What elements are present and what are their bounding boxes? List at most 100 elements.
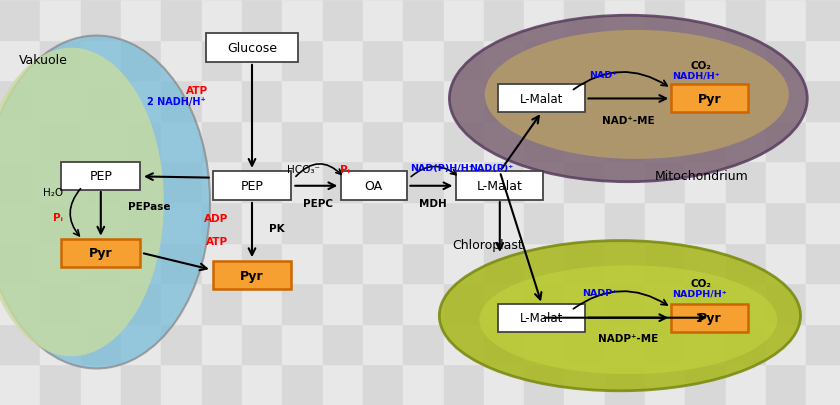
Text: ATP: ATP	[186, 86, 208, 96]
Bar	[161, 0, 202, 40]
Bar	[282, 284, 323, 324]
Text: Pyr: Pyr	[89, 247, 113, 260]
Bar	[282, 243, 323, 284]
Bar	[524, 162, 564, 202]
Bar	[685, 364, 726, 405]
Bar	[323, 0, 363, 40]
Bar	[202, 0, 242, 40]
Bar	[81, 324, 121, 364]
Bar	[564, 243, 605, 284]
Bar	[564, 324, 605, 364]
Bar	[685, 243, 726, 284]
Bar	[363, 0, 403, 40]
Bar	[403, 162, 444, 202]
Bar	[282, 81, 323, 122]
Bar	[685, 122, 726, 162]
Bar	[726, 162, 766, 202]
Bar	[806, 284, 840, 324]
Bar	[282, 324, 323, 364]
Text: H₂O: H₂O	[43, 188, 63, 197]
Bar	[81, 284, 121, 324]
Text: PEP: PEP	[240, 180, 264, 193]
Bar	[484, 81, 524, 122]
Bar	[806, 81, 840, 122]
Bar	[524, 324, 564, 364]
Bar	[323, 364, 363, 405]
Bar	[81, 243, 121, 284]
Bar	[323, 81, 363, 122]
Bar	[242, 40, 282, 81]
Text: Pyr: Pyr	[240, 269, 264, 282]
Bar	[202, 324, 242, 364]
Bar	[161, 40, 202, 81]
Bar	[726, 40, 766, 81]
Bar	[363, 122, 403, 162]
Bar	[564, 0, 605, 40]
Text: Pyr: Pyr	[698, 93, 722, 106]
Bar	[726, 284, 766, 324]
Bar	[363, 81, 403, 122]
Bar	[323, 162, 363, 202]
Bar	[363, 364, 403, 405]
Text: ADP: ADP	[204, 214, 228, 224]
Bar	[685, 40, 726, 81]
Bar	[0, 364, 40, 405]
Bar	[806, 0, 840, 40]
Ellipse shape	[480, 266, 777, 374]
Bar	[121, 81, 161, 122]
Bar	[0, 202, 40, 243]
Bar	[40, 122, 81, 162]
Bar	[121, 40, 161, 81]
Bar	[806, 40, 840, 81]
Bar	[806, 162, 840, 202]
Bar	[484, 202, 524, 243]
Text: HCO₃⁻: HCO₃⁻	[287, 164, 320, 174]
Bar	[242, 284, 282, 324]
Bar	[766, 364, 806, 405]
Bar	[524, 284, 564, 324]
Bar	[766, 284, 806, 324]
Bar	[403, 284, 444, 324]
Bar	[403, 364, 444, 405]
Text: NAD(P)H/H⁺: NAD(P)H/H⁺	[410, 164, 474, 173]
Bar	[645, 284, 685, 324]
FancyBboxPatch shape	[671, 304, 748, 332]
Bar	[403, 122, 444, 162]
Bar	[40, 0, 81, 40]
Bar	[645, 162, 685, 202]
Bar	[202, 40, 242, 81]
Text: Pᵢ: Pᵢ	[53, 213, 63, 223]
Bar	[726, 324, 766, 364]
Text: NADPH/H⁺: NADPH/H⁺	[672, 288, 727, 297]
Ellipse shape	[449, 16, 807, 182]
Bar	[726, 122, 766, 162]
Text: Mitochondrium: Mitochondrium	[654, 170, 748, 183]
Bar	[605, 202, 645, 243]
FancyBboxPatch shape	[671, 85, 748, 113]
Text: NADP⁺: NADP⁺	[582, 288, 617, 297]
Bar	[282, 40, 323, 81]
Bar	[40, 162, 81, 202]
Bar	[766, 162, 806, 202]
Bar	[363, 324, 403, 364]
Text: PEP: PEP	[89, 170, 113, 183]
Bar	[161, 284, 202, 324]
Bar	[564, 40, 605, 81]
Text: Chloroplast: Chloroplast	[452, 239, 522, 252]
Bar	[564, 162, 605, 202]
Bar	[444, 202, 484, 243]
Bar	[806, 364, 840, 405]
Bar	[444, 40, 484, 81]
FancyBboxPatch shape	[61, 239, 140, 267]
Bar	[40, 324, 81, 364]
Bar	[524, 0, 564, 40]
Bar	[484, 364, 524, 405]
Bar	[645, 364, 685, 405]
Bar	[202, 284, 242, 324]
Bar	[282, 162, 323, 202]
Text: L-Malat: L-Malat	[477, 180, 522, 193]
Bar	[605, 284, 645, 324]
Bar	[564, 81, 605, 122]
Bar	[444, 81, 484, 122]
Bar	[484, 324, 524, 364]
